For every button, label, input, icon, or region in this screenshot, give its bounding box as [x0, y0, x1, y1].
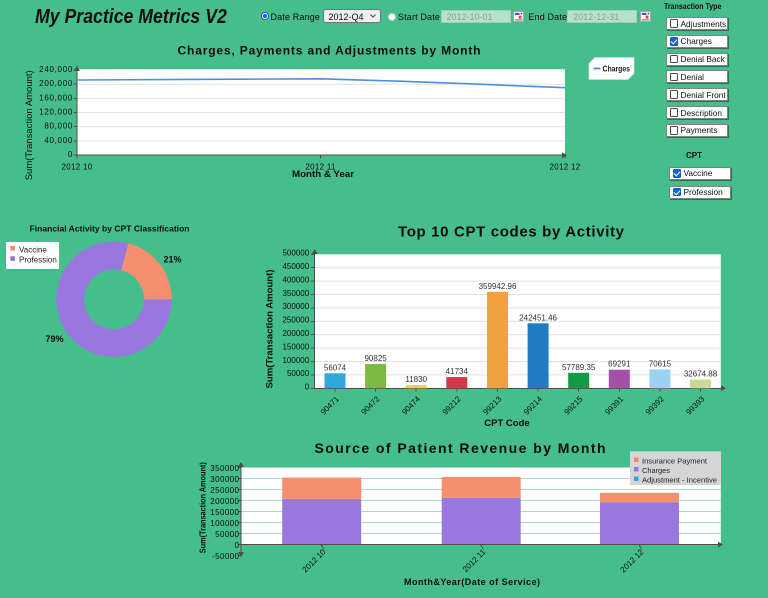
svg-text:90474: 90474: [400, 394, 422, 416]
svg-text:150000: 150000: [210, 508, 239, 517]
svg-text:300000: 300000: [282, 302, 309, 311]
svg-text:350000: 350000: [210, 464, 239, 473]
svg-text:160,000: 160,000: [39, 93, 73, 102]
svg-text:500000: 500000: [282, 249, 309, 258]
svg-text:Vaccine: Vaccine: [19, 245, 47, 254]
svg-text:100000: 100000: [282, 356, 309, 365]
svg-text:32674.88: 32674.88: [684, 370, 718, 379]
svg-text:2012 10: 2012 10: [301, 547, 328, 574]
svg-text:56074: 56074: [324, 363, 347, 372]
svg-text:Charges, Payments and Adjustme: Charges, Payments and Adjustments by Mon…: [178, 44, 481, 58]
svg-text:100000: 100000: [210, 519, 239, 528]
svg-text:Month&Year(Date of Service): Month&Year(Date of Service): [404, 577, 540, 587]
svg-text:Sum(Transaction Amount): Sum(Transaction Amount): [199, 462, 208, 553]
svg-text:0: 0: [235, 541, 240, 550]
svg-text:79%: 79%: [45, 334, 63, 344]
svg-text:-50000: -50000: [212, 552, 239, 561]
svg-text:40,000: 40,000: [44, 136, 73, 145]
svg-text:150000: 150000: [282, 342, 309, 351]
svg-text:Adjustment - Incentive: Adjustment - Incentive: [642, 478, 717, 485]
svg-text:Financial Activity by CPT Clas: Financial Activity by CPT Classification: [30, 224, 190, 234]
svg-text:99212: 99212: [441, 394, 463, 416]
svg-text:Sum(Transaction Amount): Sum(Transaction Amount): [265, 269, 275, 388]
svg-text:250000: 250000: [282, 316, 309, 325]
svg-text:2012 11: 2012 11: [461, 547, 488, 574]
svg-text:400000: 400000: [282, 275, 309, 284]
svg-text:Charges: Charges: [603, 64, 631, 73]
svg-text:50000: 50000: [287, 369, 310, 378]
svg-text:300000: 300000: [210, 475, 239, 484]
svg-text:240,000: 240,000: [39, 65, 73, 74]
svg-text:CPT Code: CPT Code: [484, 418, 529, 429]
svg-text:Profession: Profession: [19, 256, 57, 265]
svg-text:99213: 99213: [481, 394, 503, 416]
svg-text:Insurance Payment: Insurance Payment: [642, 459, 707, 466]
svg-text:69291: 69291: [608, 360, 631, 369]
svg-text:350000: 350000: [282, 289, 309, 298]
svg-text:99214: 99214: [522, 394, 544, 416]
svg-text:50000: 50000: [215, 530, 239, 539]
svg-text:120,000: 120,000: [39, 108, 73, 117]
svg-text:90471: 90471: [319, 394, 341, 416]
svg-text:250000: 250000: [210, 486, 239, 495]
svg-text:0: 0: [305, 383, 310, 392]
svg-text:70615: 70615: [649, 359, 672, 368]
svg-text:90472: 90472: [359, 394, 381, 416]
svg-text:242451.46: 242451.46: [519, 313, 557, 322]
svg-text:2012 12: 2012 12: [549, 162, 580, 171]
svg-text:Charges: Charges: [642, 468, 671, 475]
svg-text:2012 12: 2012 12: [619, 547, 646, 574]
svg-text:200000: 200000: [282, 329, 309, 338]
svg-text:99392: 99392: [644, 394, 666, 416]
svg-text:11830: 11830: [405, 375, 427, 384]
svg-text:21%: 21%: [163, 255, 181, 265]
svg-text:200000: 200000: [210, 497, 239, 506]
svg-text:80,000: 80,000: [44, 122, 73, 131]
svg-text:2012 11: 2012 11: [305, 162, 336, 171]
svg-text:90825: 90825: [364, 354, 387, 363]
svg-text:359942.96: 359942.96: [479, 282, 517, 291]
svg-text:41734: 41734: [446, 367, 469, 376]
svg-text:0: 0: [68, 150, 73, 159]
svg-text:99215: 99215: [563, 394, 585, 416]
svg-text:450000: 450000: [282, 262, 309, 271]
svg-text:99391: 99391: [603, 394, 625, 416]
svg-text:2012 10: 2012 10: [61, 162, 92, 171]
svg-text:57789.35: 57789.35: [562, 363, 596, 372]
svg-text:Top 10 CPT codes by Activity: Top 10 CPT codes by Activity: [398, 224, 625, 241]
svg-text:Source of Patient Revenue by M: Source of Patient Revenue by Month: [315, 440, 606, 456]
svg-text:Sum(Transaction Amount): Sum(Transaction Amount): [24, 70, 34, 180]
svg-text:Month & Year: Month & Year: [292, 169, 355, 179]
svg-text:99393: 99393: [684, 394, 706, 416]
svg-text:200,000: 200,000: [39, 79, 73, 88]
